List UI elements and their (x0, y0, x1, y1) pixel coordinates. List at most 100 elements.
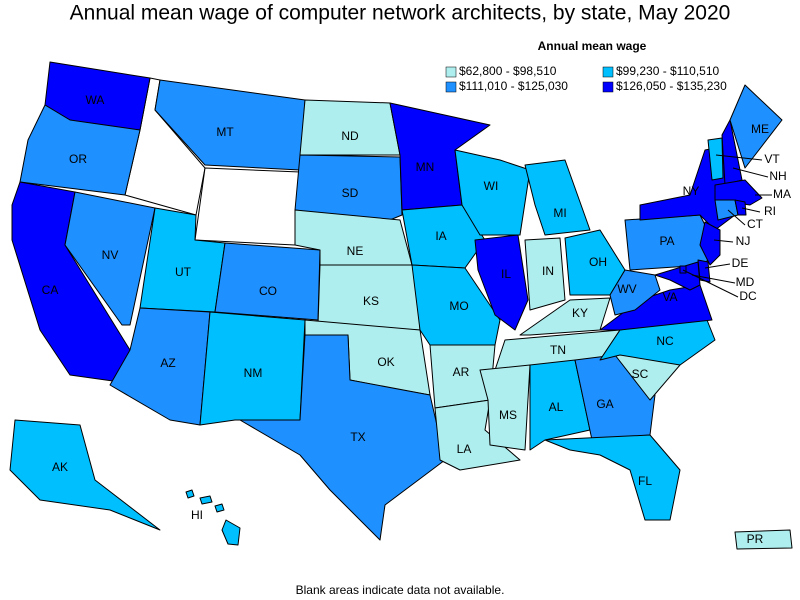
state-label: MI (553, 206, 566, 220)
state-label: IN (542, 264, 554, 278)
state-label: WV (617, 282, 636, 296)
state-label: NM (244, 366, 263, 380)
state (524, 159, 591, 236)
state-label: FL (638, 474, 652, 488)
state-label: IA (435, 229, 446, 243)
leader-line (713, 239, 734, 243)
state (529, 359, 591, 451)
leader-line (704, 263, 731, 269)
legend-label: $126,050 - $135,230 (616, 79, 727, 93)
state (609, 269, 661, 316)
state (479, 364, 531, 451)
state (154, 79, 306, 171)
state (679, 265, 687, 274)
state (654, 261, 701, 291)
state-label: PR (747, 532, 764, 546)
state-label: PA (659, 234, 674, 248)
state (734, 199, 747, 216)
state-label: NJ (736, 234, 751, 248)
state (294, 154, 403, 223)
state (214, 242, 321, 321)
state-label: KY (572, 306, 588, 320)
state-label: DC (739, 289, 757, 303)
state (19, 104, 141, 196)
legend-title: Annual mean wage (538, 39, 647, 53)
state-label: NE (347, 244, 364, 258)
state (221, 519, 241, 546)
state-label: GA (596, 397, 613, 411)
state-label: TN (550, 343, 566, 357)
leader-line (732, 167, 769, 178)
state-label: NY (683, 184, 700, 198)
state-label: NC (656, 334, 674, 348)
legend: $62,800 - $98,510 $99,230 - $110,510 $111,… (445, 64, 727, 93)
leader-line (741, 207, 761, 213)
state-label: OK (377, 355, 394, 369)
state-label: MS (499, 408, 517, 422)
state (214, 503, 225, 513)
state-label: WA (86, 93, 105, 107)
state (707, 137, 724, 181)
state (239, 334, 446, 541)
state-label: ME (751, 122, 769, 136)
state-label: SC (632, 367, 649, 381)
state (199, 495, 213, 505)
state (401, 204, 486, 269)
leader-line (727, 209, 746, 226)
state-label: IL (501, 267, 511, 281)
state-label: AZ (160, 356, 175, 370)
leader-line (715, 154, 763, 161)
state (714, 199, 739, 221)
state-label: DE (732, 256, 749, 270)
state-label: LA (457, 442, 472, 456)
state (9, 419, 161, 531)
state (519, 297, 611, 336)
state-labels: WA OR CA NV MT UT CO AZ NM ND SD NE KS OK TX MN IA MO AR LA… (42, 93, 791, 546)
state (64, 191, 156, 326)
state-label: SD (342, 186, 359, 200)
leader-line (682, 269, 739, 298)
legend-swatch (602, 81, 614, 93)
footnote: Blank areas indicate data not available. (296, 583, 505, 597)
state-label: OR (69, 152, 87, 166)
state (454, 149, 531, 236)
state-label: MA (773, 187, 791, 201)
state (185, 489, 195, 499)
state-label: NH (769, 169, 786, 183)
state-label: CO (259, 284, 277, 298)
state-label: NV (102, 248, 119, 262)
legend-label: $99,230 - $110,510 (616, 64, 720, 78)
state (729, 84, 783, 169)
state-label: RI (764, 204, 776, 218)
state-label: AL (549, 400, 564, 414)
title: Annual mean wage of computer network arc… (70, 2, 731, 25)
state-label: HI (191, 508, 203, 522)
state-label: MD (736, 275, 755, 289)
state (699, 221, 721, 266)
state-label: ND (341, 129, 359, 143)
legend-swatch (445, 81, 457, 93)
legend-swatch (602, 66, 614, 78)
state (714, 179, 763, 206)
state-label: OH (589, 255, 607, 269)
legend-swatch (445, 66, 457, 78)
states (9, 61, 793, 550)
state-label: MO (449, 299, 468, 313)
state (299, 99, 401, 156)
state-label: CA (42, 283, 59, 297)
state-label: MT (216, 125, 234, 139)
state-label: KS (363, 294, 379, 308)
state-blank (194, 167, 301, 246)
state-label: TX (350, 430, 365, 444)
state (544, 434, 681, 521)
leader-line (691, 274, 736, 284)
legend-label: $111,010 - $125,030 (459, 79, 568, 93)
legend-label: $62,800 - $98,510 (459, 64, 557, 78)
state-label: WI (484, 179, 499, 193)
state-label: CT (747, 217, 764, 231)
state (734, 529, 793, 550)
state-label: AR (453, 365, 470, 379)
state-label: VT (764, 152, 780, 166)
state-label: UT (175, 265, 192, 279)
